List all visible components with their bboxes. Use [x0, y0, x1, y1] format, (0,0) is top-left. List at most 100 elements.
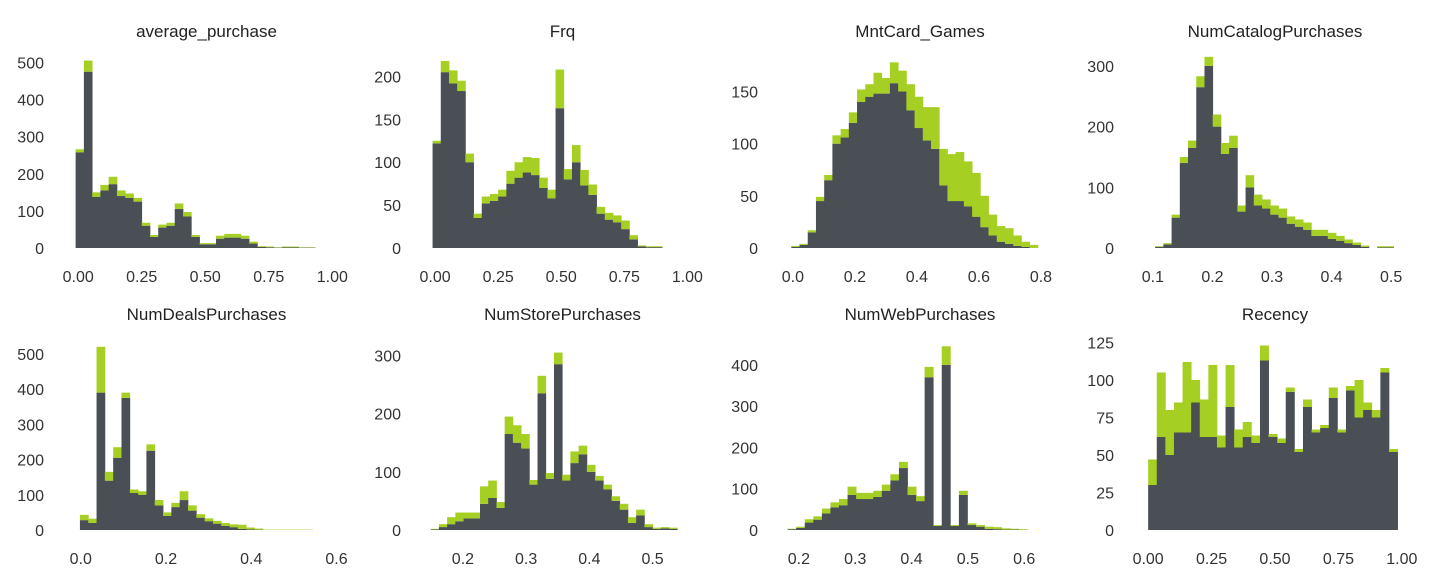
chart-title: Recency — [1242, 305, 1309, 324]
bar-stack — [1208, 365, 1218, 437]
x-tick-label: 0.4 — [578, 551, 600, 568]
x-tick-label: 0.00 — [63, 269, 94, 286]
bar-base — [1179, 163, 1189, 248]
bar-base — [1311, 235, 1320, 248]
bar-stack — [898, 70, 907, 92]
bar-base — [216, 238, 225, 248]
bar-base — [922, 140, 932, 248]
bar-base — [246, 529, 255, 530]
y-tick-label: 400 — [17, 93, 44, 110]
bar-base — [1237, 211, 1246, 248]
x-tick-label: 0.4 — [240, 551, 262, 568]
bar-stack — [254, 528, 264, 530]
x-tick-label: 0.2 — [452, 551, 474, 568]
bar-stack — [848, 112, 858, 123]
bar-base — [1335, 240, 1345, 248]
y-tick-label: 0 — [749, 241, 758, 258]
bar-stack — [586, 464, 596, 472]
bar-stack — [644, 524, 653, 528]
bar-base — [212, 523, 222, 530]
bar-base — [1303, 229, 1312, 248]
bar-stack — [463, 512, 473, 519]
bar-stack — [1004, 228, 1014, 244]
bar-base — [1344, 243, 1353, 248]
bar-stack — [529, 479, 538, 485]
bar-base — [141, 225, 151, 248]
bar-stack — [1165, 410, 1175, 455]
bar-stack — [832, 135, 842, 144]
bar-base — [290, 247, 300, 248]
bar-base — [1199, 437, 1209, 530]
bar-stack — [804, 519, 814, 523]
bar-stack — [588, 184, 597, 195]
x-tick-label: 0.75 — [1323, 551, 1354, 568]
chart-title: Frq — [550, 22, 576, 41]
bar-base — [496, 507, 506, 530]
bar-base — [889, 83, 899, 248]
bar-base — [1225, 407, 1235, 530]
bar-stack — [440, 61, 450, 73]
bar-base — [588, 194, 597, 248]
bar-base — [807, 232, 817, 248]
bar-base — [463, 518, 473, 530]
bar-stack — [914, 96, 924, 129]
y-tick-label: 400 — [17, 382, 44, 399]
bar-base — [438, 527, 448, 530]
bar-stack — [922, 107, 932, 141]
bar-stack — [906, 84, 915, 111]
y-tick-label: 0 — [1105, 241, 1114, 258]
y-tick-label: 100 — [1087, 180, 1114, 197]
bar-base — [604, 219, 614, 248]
bar-base — [955, 201, 965, 248]
bar-base — [1182, 432, 1192, 530]
bar-base — [196, 517, 205, 530]
bar-base — [553, 364, 563, 530]
bar-stack — [1371, 410, 1381, 418]
bar-stack — [1245, 175, 1255, 188]
bar-stack — [881, 484, 891, 491]
bar-base — [848, 122, 858, 248]
bar-stack — [603, 484, 612, 490]
y-tick-label: 300 — [17, 130, 44, 147]
bar-stack — [1018, 529, 1028, 530]
bar-base — [529, 484, 538, 530]
bar-stack — [229, 524, 239, 528]
bar-stack — [522, 157, 532, 173]
bar-stack — [907, 486, 917, 495]
y-tick-label: 100 — [17, 488, 44, 505]
bar-stack — [563, 169, 573, 180]
bar-base — [621, 229, 630, 248]
bar-base — [163, 515, 172, 530]
bar-base — [839, 505, 848, 530]
bar-stack — [1171, 214, 1181, 218]
bar-stack — [163, 512, 172, 516]
x-tick-label: 0.1 — [1142, 269, 1164, 286]
bar-base — [1156, 437, 1166, 530]
bar-base — [1163, 244, 1172, 248]
bar-base — [669, 528, 678, 530]
bar-base — [1004, 243, 1014, 248]
bar-stack — [1303, 222, 1312, 230]
bar-stack — [1253, 194, 1263, 206]
y-tick-label: 0 — [35, 241, 44, 258]
bar-stack — [856, 492, 866, 500]
bar-stack — [547, 189, 556, 199]
bar-base — [907, 494, 917, 530]
bar-stack — [125, 193, 134, 198]
bar-base — [465, 162, 474, 248]
bar-stack — [1328, 387, 1338, 398]
bar-stack — [1294, 449, 1304, 452]
bar-stack — [975, 525, 985, 527]
y-tick-label: 200 — [1087, 120, 1114, 137]
bar-stack — [166, 222, 176, 226]
y-tick-label: 300 — [374, 348, 401, 365]
bar-base — [79, 520, 89, 530]
y-tick-label: 100 — [731, 137, 758, 154]
bar-stack — [933, 525, 943, 526]
x-tick-label: 0.4 — [906, 269, 928, 286]
y-tick-label: 25 — [1096, 486, 1114, 503]
bar-stack — [530, 157, 540, 176]
x-tick-label: 0.6 — [325, 551, 347, 568]
bar-stack — [496, 502, 506, 508]
bar-stack — [171, 502, 181, 508]
